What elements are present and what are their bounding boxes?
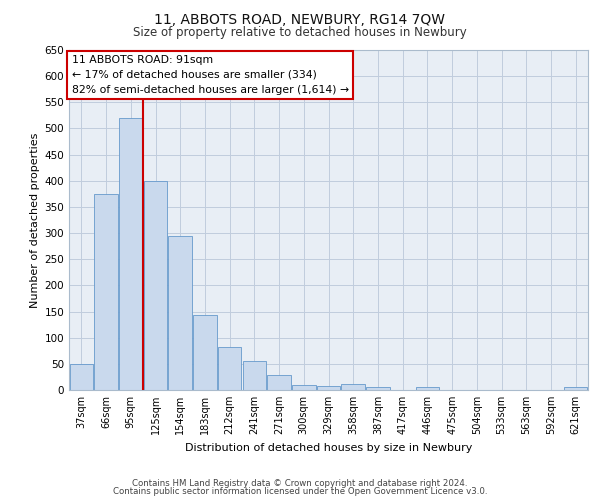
Text: Size of property relative to detached houses in Newbury: Size of property relative to detached ho… xyxy=(133,26,467,39)
Bar xyxy=(193,315,217,390)
Bar xyxy=(268,376,291,390)
Bar xyxy=(119,118,143,390)
Bar xyxy=(218,346,241,390)
Bar xyxy=(564,388,587,390)
Bar xyxy=(366,388,389,390)
Bar xyxy=(317,386,340,390)
Bar xyxy=(169,236,192,390)
Text: 11, ABBOTS ROAD, NEWBURY, RG14 7QW: 11, ABBOTS ROAD, NEWBURY, RG14 7QW xyxy=(155,12,445,26)
Bar xyxy=(242,361,266,390)
Text: Contains public sector information licensed under the Open Government Licence v3: Contains public sector information licen… xyxy=(113,487,487,496)
Bar xyxy=(144,181,167,390)
Bar xyxy=(70,364,93,390)
Text: 11 ABBOTS ROAD: 91sqm
← 17% of detached houses are smaller (334)
82% of semi-det: 11 ABBOTS ROAD: 91sqm ← 17% of detached … xyxy=(71,55,349,94)
Bar xyxy=(94,194,118,390)
Bar xyxy=(416,388,439,390)
Y-axis label: Number of detached properties: Number of detached properties xyxy=(30,132,40,308)
Bar xyxy=(292,385,316,390)
X-axis label: Distribution of detached houses by size in Newbury: Distribution of detached houses by size … xyxy=(185,442,472,452)
Bar xyxy=(341,384,365,390)
Text: Contains HM Land Registry data © Crown copyright and database right 2024.: Contains HM Land Registry data © Crown c… xyxy=(132,478,468,488)
